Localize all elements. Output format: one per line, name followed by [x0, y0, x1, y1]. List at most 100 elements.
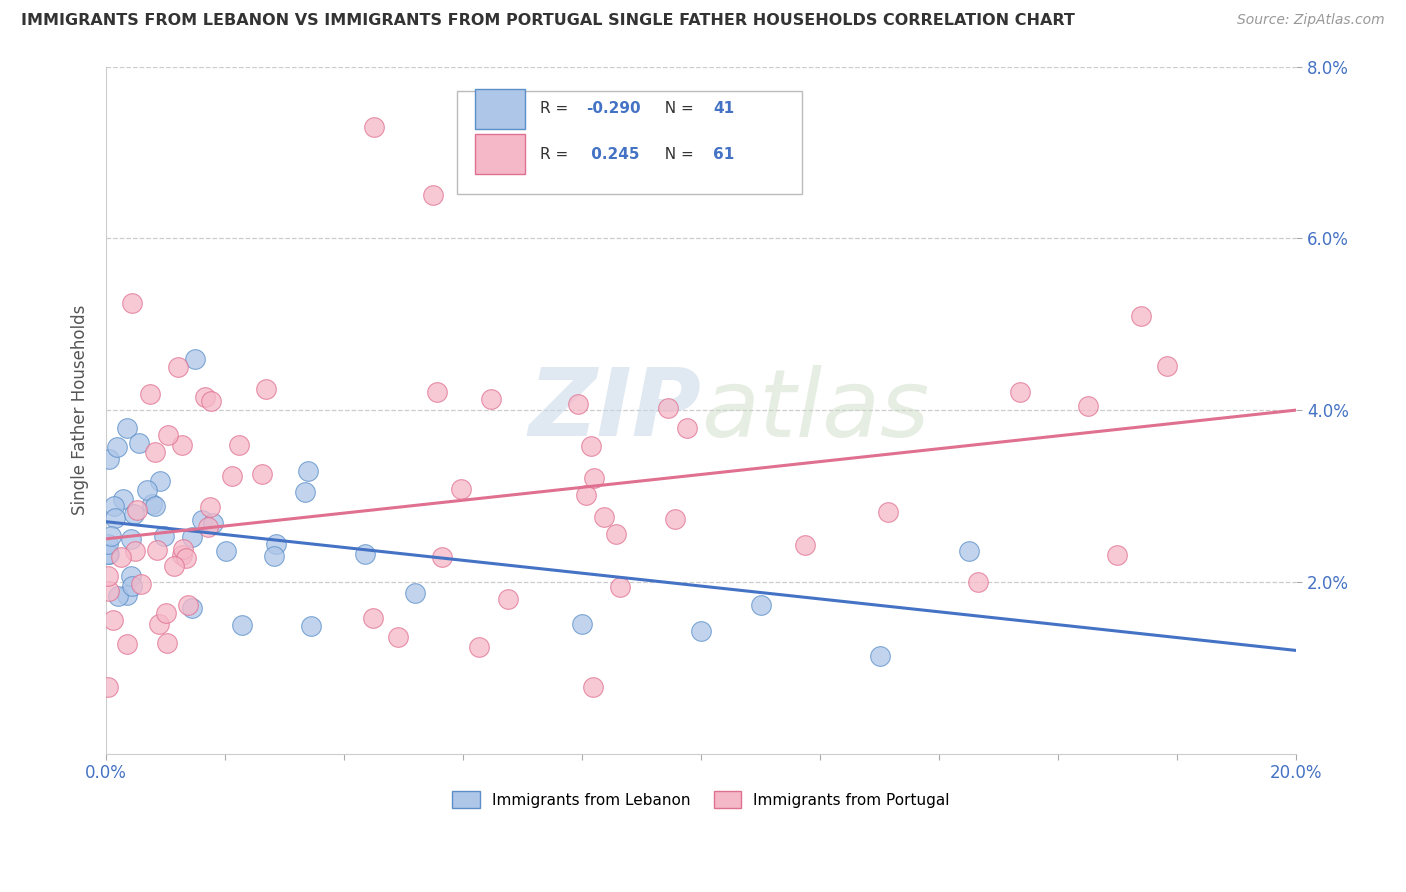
- Point: [567, 397, 589, 411]
- Point: [146, 543, 169, 558]
- Point: [430, 549, 453, 564]
- Point: [174, 550, 197, 565]
- Text: IMMIGRANTS FROM LEBANON VS IMMIGRANTS FROM PORTUGAL SINGLE FATHER HOUSEHOLDS COR: IMMIGRANTS FROM LEBANON VS IMMIGRANTS FR…: [21, 13, 1076, 29]
- Point: [387, 630, 409, 644]
- Point: [1130, 309, 1153, 323]
- Point: [124, 544, 146, 558]
- Point: [479, 392, 502, 407]
- Text: atlas: atlas: [702, 365, 929, 456]
- Point: [664, 512, 686, 526]
- Point: [869, 648, 891, 663]
- Point: [107, 590, 129, 604]
- Point: [97, 569, 120, 583]
- Point: [172, 541, 194, 556]
- Point: [571, 617, 593, 632]
- Point: [228, 438, 250, 452]
- Point: [593, 510, 616, 524]
- Text: Source: ZipAtlas.com: Source: ZipAtlas.com: [1237, 13, 1385, 28]
- Point: [128, 436, 150, 450]
- Point: [422, 188, 444, 202]
- Point: [605, 527, 627, 541]
- Point: [97, 537, 120, 551]
- Point: [105, 440, 128, 454]
- Point: [582, 470, 605, 484]
- Text: R =: R =: [540, 146, 574, 161]
- Point: [363, 120, 385, 134]
- Point: [156, 427, 179, 442]
- Point: [1107, 548, 1129, 562]
- Point: [957, 543, 980, 558]
- Point: [190, 513, 212, 527]
- Point: [145, 499, 167, 513]
- Point: [264, 537, 287, 551]
- Point: [148, 617, 170, 632]
- FancyBboxPatch shape: [475, 134, 524, 174]
- Point: [163, 558, 186, 573]
- Point: [138, 387, 160, 401]
- Point: [129, 576, 152, 591]
- Point: [200, 394, 222, 409]
- Text: 41: 41: [713, 102, 734, 116]
- Point: [194, 390, 217, 404]
- Point: [120, 532, 142, 546]
- Point: [426, 385, 449, 400]
- Point: [97, 680, 120, 694]
- Point: [180, 530, 202, 544]
- Point: [149, 475, 172, 489]
- Point: [115, 637, 138, 651]
- Point: [156, 636, 179, 650]
- Point: [155, 606, 177, 620]
- Text: 0.245: 0.245: [586, 146, 640, 161]
- Point: [1008, 385, 1031, 400]
- Point: [112, 492, 135, 507]
- Point: [252, 467, 274, 481]
- FancyBboxPatch shape: [475, 88, 524, 129]
- Point: [141, 497, 163, 511]
- Point: [153, 529, 176, 543]
- Point: [676, 421, 699, 435]
- Point: [582, 680, 605, 694]
- Point: [579, 439, 602, 453]
- Point: [125, 503, 148, 517]
- Point: [97, 452, 120, 467]
- Point: [657, 401, 679, 415]
- Point: [498, 592, 520, 607]
- Text: N =: N =: [655, 146, 699, 161]
- Point: [97, 547, 120, 561]
- Point: [97, 547, 120, 561]
- Text: 61: 61: [713, 146, 734, 161]
- Point: [180, 601, 202, 615]
- Point: [135, 483, 157, 497]
- Text: N =: N =: [655, 102, 699, 116]
- Point: [749, 599, 772, 613]
- Point: [294, 485, 316, 500]
- Point: [793, 538, 815, 552]
- Point: [110, 550, 132, 565]
- FancyBboxPatch shape: [457, 91, 803, 194]
- Point: [166, 360, 188, 375]
- Point: [966, 574, 988, 589]
- Point: [363, 611, 385, 625]
- Point: [120, 569, 142, 583]
- Point: [215, 543, 238, 558]
- Point: [1077, 399, 1099, 413]
- Point: [170, 548, 193, 562]
- Point: [115, 588, 138, 602]
- Point: [124, 507, 146, 521]
- Point: [103, 499, 125, 513]
- Point: [170, 438, 193, 452]
- Point: [117, 420, 139, 434]
- Point: [877, 505, 900, 519]
- Point: [609, 580, 631, 594]
- Point: [231, 618, 253, 632]
- Point: [198, 500, 221, 514]
- Point: [201, 516, 224, 530]
- Point: [100, 528, 122, 542]
- Point: [297, 463, 319, 477]
- Text: -0.290: -0.290: [586, 102, 640, 116]
- Text: ZIP: ZIP: [529, 364, 702, 456]
- Point: [353, 547, 375, 561]
- Point: [103, 614, 125, 628]
- Point: [143, 445, 166, 459]
- Point: [468, 640, 491, 654]
